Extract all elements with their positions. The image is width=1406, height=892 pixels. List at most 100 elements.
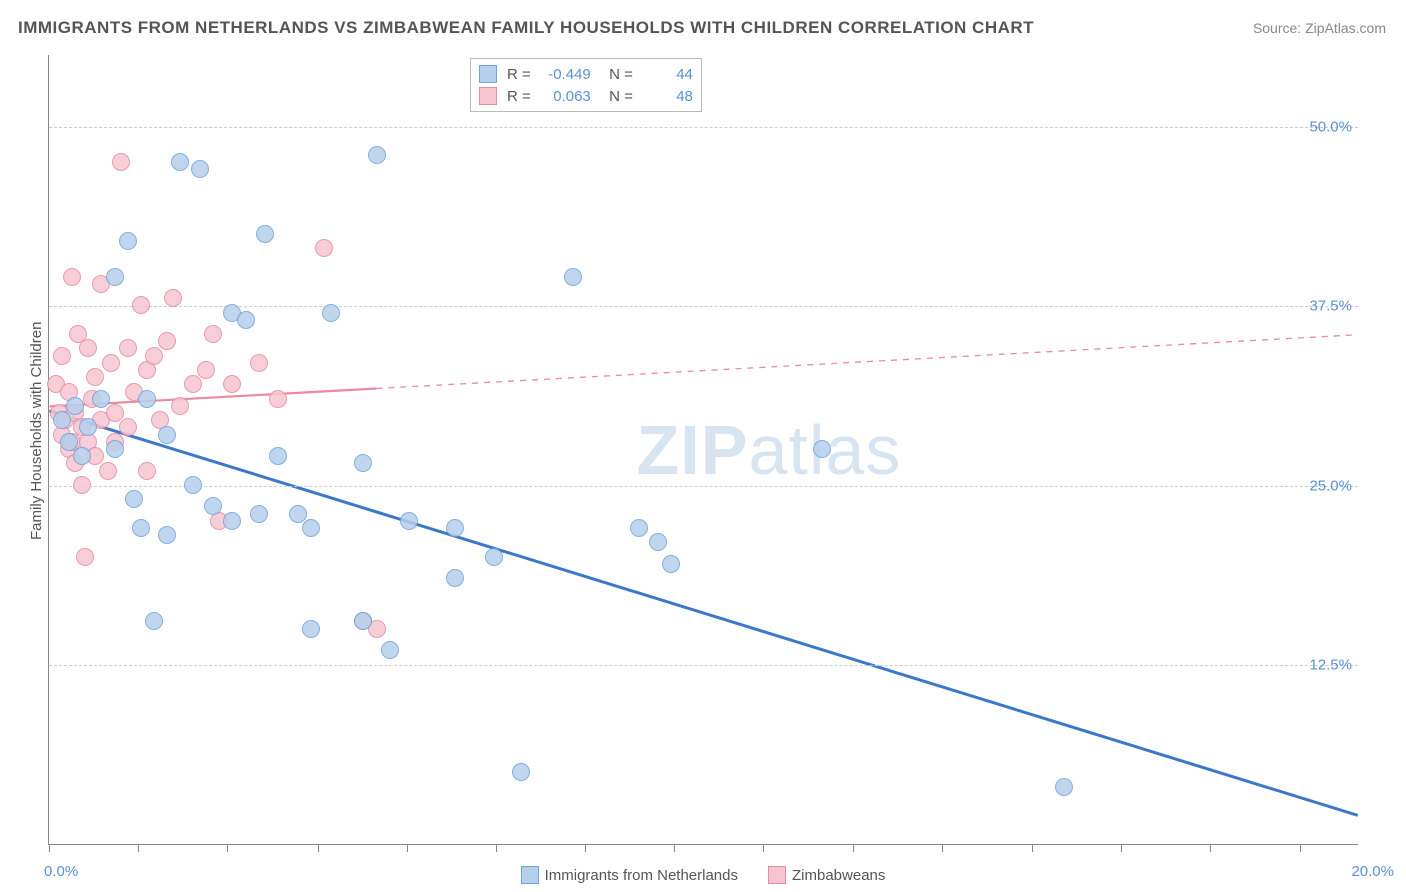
scatter-point	[184, 476, 202, 494]
scatter-point	[223, 375, 241, 393]
x-tick	[1300, 844, 1301, 852]
scatter-point	[197, 361, 215, 379]
scatter-point	[302, 620, 320, 638]
watermark-zip: ZIP	[637, 411, 749, 489]
scatter-point	[125, 490, 143, 508]
scatter-point	[237, 311, 255, 329]
scatter-point	[119, 232, 137, 250]
scatter-point	[138, 462, 156, 480]
gridline-h	[49, 127, 1358, 128]
scatter-point	[191, 160, 209, 178]
stats-row-blue: R = -0.449 N = 44	[479, 63, 693, 85]
scatter-point	[649, 533, 667, 551]
scatter-point	[63, 268, 81, 286]
r-label: R =	[507, 66, 531, 83]
scatter-point	[76, 548, 94, 566]
watermark: ZIPatlas	[637, 410, 902, 490]
scatter-point	[106, 440, 124, 458]
scatter-point	[250, 505, 268, 523]
chart-title: IMMIGRANTS FROM NETHERLANDS VS ZIMBABWEA…	[18, 18, 1034, 38]
scatter-point	[204, 497, 222, 515]
scatter-point	[132, 296, 150, 314]
pink-n-value: 48	[643, 88, 693, 105]
scatter-point	[92, 390, 110, 408]
scatter-point	[145, 347, 163, 365]
scatter-point	[269, 390, 287, 408]
scatter-point	[1055, 778, 1073, 796]
blue-n-value: 44	[643, 66, 693, 83]
x-tick	[318, 844, 319, 852]
scatter-point	[315, 239, 333, 257]
scatter-point	[223, 512, 241, 530]
gridline-h	[49, 665, 1358, 666]
gridline-h	[49, 306, 1358, 307]
scatter-point	[400, 512, 418, 530]
x-tick	[1121, 844, 1122, 852]
x-tick	[496, 844, 497, 852]
scatter-point	[289, 505, 307, 523]
gridline-h	[49, 486, 1358, 487]
legend-item-pink: Zimbabweans	[768, 866, 885, 884]
x-tick	[49, 844, 50, 852]
trend-line-solid	[49, 411, 1357, 816]
legend-label-blue: Immigrants from Netherlands	[545, 867, 738, 884]
scatter-point	[512, 763, 530, 781]
blue-swatch-icon	[521, 866, 539, 884]
y-tick-label: 50.0%	[1309, 118, 1352, 135]
scatter-point	[106, 268, 124, 286]
scatter-point	[158, 426, 176, 444]
scatter-point	[204, 325, 222, 343]
scatter-point	[66, 397, 84, 415]
scatter-point	[53, 411, 71, 429]
trend-lines-svg	[49, 55, 1358, 844]
trend-line-dashed	[376, 335, 1357, 389]
scatter-point	[73, 476, 91, 494]
scatter-point	[381, 641, 399, 659]
y-tick-label: 25.0%	[1309, 477, 1352, 494]
source-attribution: Source: ZipAtlas.com	[1253, 20, 1386, 36]
scatter-point	[485, 548, 503, 566]
x-tick	[674, 844, 675, 852]
scatter-point	[158, 332, 176, 350]
x-tick	[138, 844, 139, 852]
x-tick	[227, 844, 228, 852]
scatter-point	[145, 612, 163, 630]
blue-r-value: -0.449	[541, 66, 591, 83]
plot-area: ZIPatlas 12.5% 25.0% 37.5% 50.0%	[48, 55, 1358, 845]
scatter-point	[446, 569, 464, 587]
bottom-legend: Immigrants from Netherlands Zimbabweans	[0, 866, 1406, 884]
scatter-point	[256, 225, 274, 243]
x-tick	[853, 844, 854, 852]
y-axis-title: Family Households with Children	[28, 322, 45, 540]
legend-item-blue: Immigrants from Netherlands	[521, 866, 738, 884]
stats-row-pink: R = 0.063 N = 48	[479, 85, 693, 107]
scatter-point	[119, 339, 137, 357]
scatter-point	[250, 354, 268, 372]
x-min-label: 0.0%	[44, 863, 78, 880]
scatter-point	[132, 519, 150, 537]
n-label: N =	[601, 88, 633, 105]
scatter-point	[138, 390, 156, 408]
scatter-point	[446, 519, 464, 537]
scatter-point	[171, 397, 189, 415]
pink-r-value: 0.063	[541, 88, 591, 105]
scatter-point	[99, 462, 117, 480]
scatter-point	[102, 354, 120, 372]
scatter-point	[86, 368, 104, 386]
n-label: N =	[601, 66, 633, 83]
scatter-point	[302, 519, 320, 537]
scatter-point	[119, 418, 137, 436]
scatter-point	[106, 404, 124, 422]
scatter-point	[184, 375, 202, 393]
scatter-point	[171, 153, 189, 171]
y-tick-label: 37.5%	[1309, 298, 1352, 315]
scatter-point	[112, 153, 130, 171]
y-tick-label: 12.5%	[1309, 657, 1352, 674]
legend-label-pink: Zimbabweans	[792, 867, 885, 884]
x-max-label: 20.0%	[1351, 863, 1394, 880]
scatter-point	[630, 519, 648, 537]
x-tick	[407, 844, 408, 852]
scatter-point	[164, 289, 182, 307]
scatter-point	[53, 347, 71, 365]
blue-swatch-icon	[479, 65, 497, 83]
